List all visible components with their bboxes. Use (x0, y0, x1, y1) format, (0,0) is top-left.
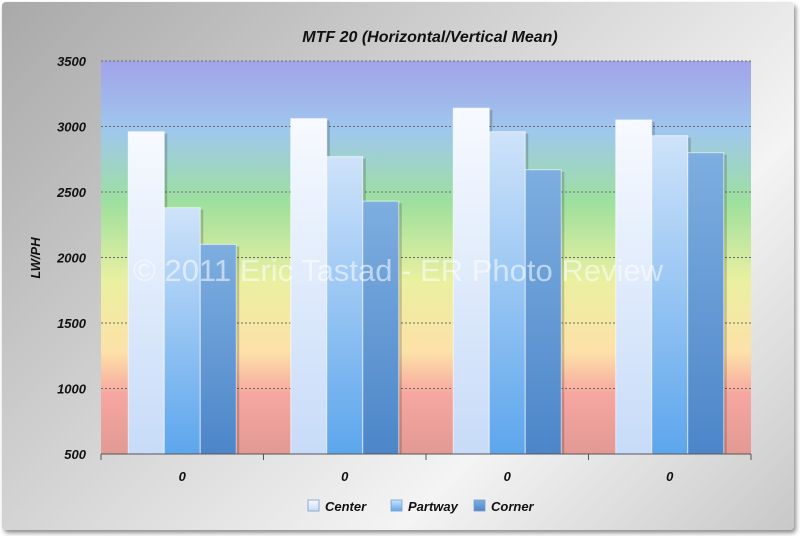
bar-partway-1 (326, 156, 364, 455)
legend-label-partway: Partway (408, 499, 459, 514)
legend-swatch-partway (390, 499, 403, 512)
y-axis-ticks: 500 1000 1500 2000 2500 3000 3500 (56, 54, 87, 462)
bar-center-3 (615, 119, 653, 455)
x-tick-label: 0 (179, 469, 187, 484)
bar-chart: MTF 20 (Horizontal/Vertical Mean) 500 100… (28, 29, 752, 514)
legend-label-corner: Corner (491, 499, 535, 514)
legend: Center Partway Corner (307, 499, 535, 514)
bar-corner-2 (524, 169, 562, 455)
x-tick-label: 0 (341, 469, 349, 484)
bar-corner-0 (199, 243, 237, 455)
y-tick-label: 3500 (57, 54, 87, 69)
y-tick-label: 500 (64, 447, 86, 462)
y-tick-label: 1500 (57, 316, 87, 331)
y-tick-label: 2500 (56, 185, 87, 200)
bar-center-0 (127, 131, 165, 455)
x-tick-label: 0 (504, 469, 512, 484)
y-tick-label: 3000 (57, 120, 87, 135)
x-axis-ticks: 0 0 0 0 (100, 454, 752, 484)
watermark-text: © 2011 Eric Tastad - ER Photo Review (133, 253, 664, 288)
bars (127, 107, 727, 455)
y-tick-label: 2000 (56, 251, 87, 266)
bar-partway-3 (651, 135, 689, 455)
chart-container: MTF 20 (Horizontal/Vertical Mean) 500 100… (2, 2, 794, 530)
legend-swatch-corner (473, 499, 486, 512)
y-axis-label: LW/PH (28, 237, 43, 279)
bar-corner-1 (362, 200, 400, 455)
y-tick-label: 1000 (57, 382, 87, 397)
bar-corner-3 (687, 152, 725, 455)
legend-swatch-center (307, 499, 320, 512)
x-tick-label: 0 (666, 469, 674, 484)
legend-label-center: Center (325, 499, 367, 514)
chart-title: MTF 20 (Horizontal/Vertical Mean) (302, 29, 557, 46)
bar-partway-2 (488, 131, 526, 455)
bar-center-2 (452, 107, 490, 455)
bar-partway-0 (163, 207, 201, 455)
